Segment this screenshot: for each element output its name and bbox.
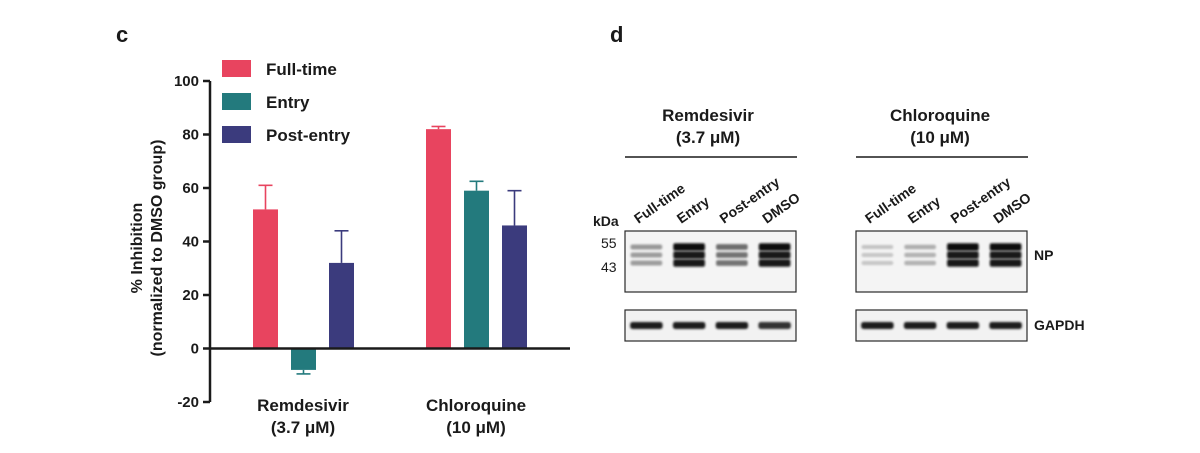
np-band: [673, 243, 705, 251]
np-band: [904, 260, 936, 266]
bar-entry-remdesivir: [291, 348, 316, 370]
gapdh-band: [903, 322, 937, 329]
np-band: [989, 243, 1022, 251]
target-gapdh: GAPDH: [1034, 317, 1085, 333]
np-band: [904, 244, 936, 250]
legend: Full-time Entry Post-entry: [222, 60, 351, 145]
y-tick-label: 20: [182, 287, 199, 304]
y-axis-label: % Inhibition (normalized to DMSO group): [129, 140, 166, 357]
target-np: NP: [1034, 247, 1053, 263]
np-band: [989, 251, 1022, 259]
blot-title-dose: (3.7 μM): [676, 128, 740, 147]
blot-title-dose: (10 μM): [910, 128, 970, 147]
y-tick-label: 100: [174, 73, 199, 90]
marker-43: 43: [601, 259, 617, 275]
blot-title-drug: Chloroquine: [890, 106, 990, 125]
y-axis: -20 0 20 40 60 80 100: [174, 73, 212, 411]
np-band: [758, 243, 791, 251]
bar-full-time-chloroquine: [426, 129, 451, 349]
np-band: [758, 259, 791, 267]
gapdh-band: [946, 322, 980, 329]
gapdh-band: [758, 322, 791, 329]
category-label-name: Chloroquine: [426, 396, 526, 415]
category-label-dose: (3.7 μM): [271, 418, 335, 437]
marker-55: 55: [601, 235, 617, 251]
y-tick-label: 40: [182, 234, 199, 251]
np-band: [904, 252, 936, 258]
np-band: [630, 252, 663, 258]
error-bars: [258, 125, 522, 375]
y-axis-label-line1: % Inhibition: [129, 203, 146, 294]
legend-swatch-entry: [222, 93, 251, 110]
panel-letter-d: d: [610, 22, 623, 47]
np-band: [947, 251, 979, 259]
gapdh-band: [715, 322, 749, 329]
y-axis-label-line2: (normalized to DMSO group): [149, 140, 166, 357]
np-band: [861, 244, 894, 250]
np-band: [989, 259, 1022, 267]
bar-post-entry-chloroquine: [502, 225, 527, 349]
np-band: [630, 244, 663, 250]
category-label-dose: (10 μM): [446, 418, 506, 437]
np-band: [861, 260, 894, 266]
gapdh-band: [630, 322, 663, 329]
bars: [253, 129, 527, 370]
kda-label: kDa: [593, 213, 619, 229]
gapdh-band: [861, 322, 894, 329]
np-band: [673, 251, 705, 259]
np-band: [673, 259, 705, 267]
legend-swatch-full-time: [222, 60, 251, 77]
y-tick-label: 60: [182, 180, 199, 197]
y-tick-label: -20: [177, 394, 199, 411]
blot-title-drug: Remdesivir: [662, 106, 754, 125]
np-band: [716, 244, 748, 250]
bar-entry-chloroquine: [464, 190, 489, 349]
category-labels: Remdesivir (3.7 μM) Chloroquine (10 μM): [257, 396, 526, 437]
legend-label: Entry: [266, 93, 310, 112]
legend-swatch-post-entry: [222, 126, 251, 143]
gapdh-band: [672, 322, 706, 329]
np-band: [758, 251, 791, 259]
legend-label: Post-entry: [266, 126, 351, 145]
y-tick-label: 0: [191, 341, 199, 358]
western-blots: kDa 55 43 NP GAPDH Remdesivir(3.7 μM)Ful…: [593, 106, 1085, 342]
np-band: [947, 243, 979, 251]
panel-letter-c: c: [116, 22, 128, 47]
category-label-name: Remdesivir: [257, 396, 349, 415]
bar-chart: % Inhibition (normalized to DMSO group) …: [129, 60, 570, 437]
np-band: [861, 252, 894, 258]
np-band: [630, 260, 663, 266]
np-band: [947, 259, 979, 267]
legend-label: Full-time: [266, 60, 337, 79]
np-band: [716, 252, 748, 258]
bar-post-entry-remdesivir: [329, 262, 354, 349]
y-tick-label: 80: [182, 127, 199, 144]
bar-full-time-remdesivir: [253, 209, 278, 349]
gapdh-band: [989, 322, 1022, 329]
np-band: [716, 260, 748, 266]
